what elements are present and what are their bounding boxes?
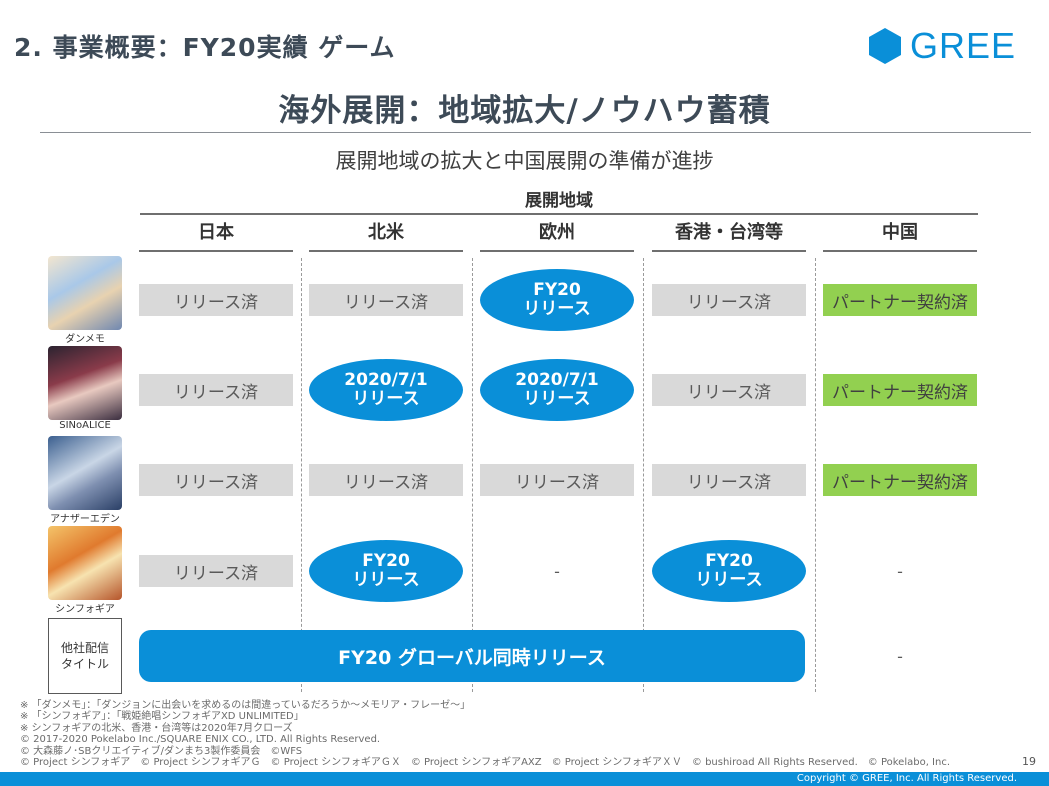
section-title: 2. 事業概要：FY20実績 ゲーム: [14, 33, 396, 62]
empty-cell: -: [897, 561, 903, 581]
footnote: ※ シンフォギアの北米、香港・台湾等は2020年7月クローズ: [20, 722, 293, 734]
status-cell: リリース済: [139, 555, 293, 587]
footer-bar: [0, 772, 1049, 786]
logo-text: GREE: [910, 25, 1017, 66]
release-badge: 2020/7/1 リリース: [480, 359, 634, 421]
footnote: ※ 「ダンメモ」：「ダンジョンに出会いを求めるのは間違っているだろうか～メモリア…: [20, 700, 471, 711]
footer-copyright: Copyright © GREE, Inc. All Rights Reserv…: [796, 773, 1017, 784]
footnote: ※ 「シンフォギア」：「戦姫絶唱シンフォギアXD UNLIMITED」: [20, 711, 304, 723]
partner-cell: パートナー契約済: [823, 284, 977, 316]
game-label: シンフォギア: [55, 604, 115, 615]
column-separator: [472, 258, 473, 692]
footnote: © Project シンフォギア © Project シンフォギアＧ © Pro…: [20, 757, 951, 769]
status-cell: リリース済: [139, 464, 293, 496]
symphogear-game-icon: [48, 526, 122, 600]
footnote: © 大森藤ノ･SBクリエイティブ/ダンまち3製作委員会 ©WFS: [20, 745, 303, 757]
status-cell: リリース済: [652, 374, 806, 406]
game-label: SINoALICE: [59, 420, 111, 431]
page-subtitle: 展開地域の拡大と中国展開の準備が進捗: [335, 149, 714, 173]
empty-cell: -: [897, 646, 903, 666]
game-label: アナザーエデン: [50, 514, 120, 525]
column-header-europe: 欧州: [480, 220, 634, 252]
global-release-bar: FY20 グローバル同時リリース: [139, 630, 805, 682]
column-separator: [643, 258, 644, 692]
column-separator: [301, 258, 302, 692]
region-header: 展開地域: [525, 191, 593, 211]
status-cell: リリース済: [652, 284, 806, 316]
empty-cell: -: [554, 561, 560, 581]
column-header-north-america: 北米: [309, 220, 463, 252]
column-header-hk-taiwan: 香港・台湾等: [652, 220, 806, 252]
other-titles-label: 他社配信 タイトル: [48, 618, 122, 694]
danmemo-game-icon: [48, 256, 122, 330]
status-cell: リリース済: [139, 374, 293, 406]
page-title: 海外展開：地域拡大/ノウハウ蓄積: [278, 93, 771, 129]
footnote: © 2017-2020 Pokelabo Inc./SQUARE ENIX CO…: [20, 734, 381, 746]
partner-cell: パートナー契約済: [823, 374, 977, 406]
partner-cell: パートナー契約済: [823, 464, 977, 496]
page-number: 19: [1022, 755, 1036, 768]
status-cell: リリース済: [139, 284, 293, 316]
status-cell: リリース済: [652, 464, 806, 496]
footnotes: ※ 「ダンメモ」：「ダンジョンに出会いを求めるのは間違っているだろうか～メモリア…: [20, 700, 950, 768]
column-header-china: 中国: [823, 220, 977, 252]
region-divider: [140, 213, 978, 215]
release-badge: FY20 リリース: [480, 269, 634, 331]
sinoalice-game-icon: [48, 346, 122, 420]
release-badge: 2020/7/1 リリース: [309, 359, 463, 421]
hexagon-logo-icon: [869, 28, 901, 64]
title-divider: [40, 132, 1031, 133]
release-badge: FY20 リリース: [309, 540, 463, 602]
another-eden-game-icon: [48, 436, 122, 510]
status-cell: リリース済: [480, 464, 634, 496]
gree-logo: GREE: [868, 25, 1023, 66]
column-separator: [815, 258, 816, 692]
status-cell: リリース済: [309, 464, 463, 496]
status-cell: リリース済: [309, 284, 463, 316]
game-label: ダンメモ: [65, 334, 105, 345]
column-header-japan: 日本: [139, 220, 293, 252]
release-badge: FY20 リリース: [652, 540, 806, 602]
